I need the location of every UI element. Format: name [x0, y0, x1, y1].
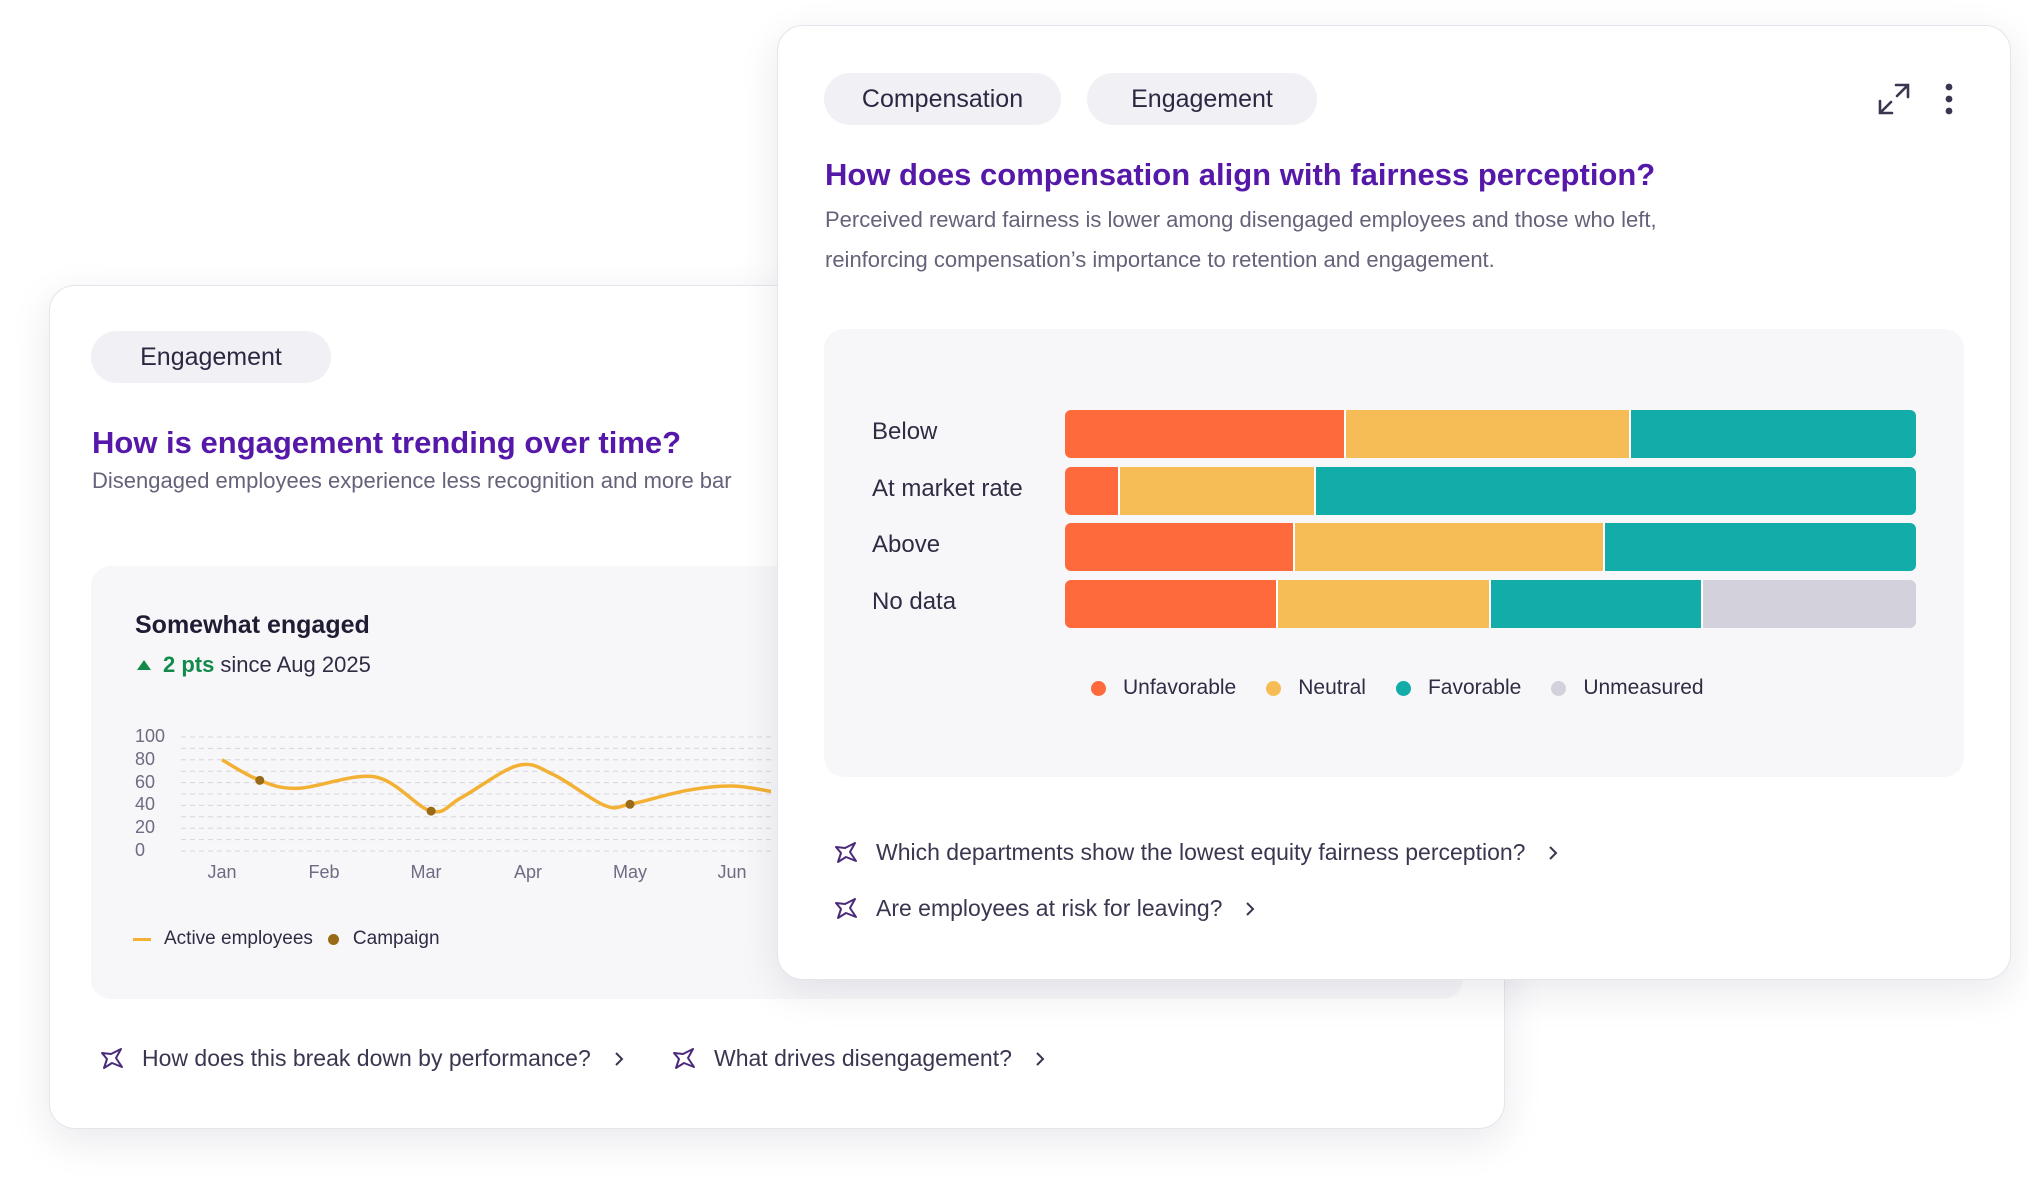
- y-tick-label: 100: [135, 726, 166, 746]
- stacked-bar-chart: [1065, 410, 1916, 630]
- x-tick-label: May: [612, 862, 647, 882]
- bar-segment-favorable[interactable]: [1605, 523, 1916, 571]
- sparkle-icon: [101, 1047, 123, 1069]
- sparkle-icon: [673, 1047, 695, 1069]
- bar-segment-neutral[interactable]: [1345, 410, 1631, 458]
- more-vertical-icon: [1945, 83, 1953, 115]
- x-tick-label: Jun: [717, 862, 747, 882]
- bar-row: [1065, 523, 1916, 571]
- legend-line-swatch: [133, 937, 151, 941]
- y-tick-label: 20: [135, 817, 156, 838]
- legend-swatch: [1091, 680, 1106, 696]
- trend-legend: Active employees Campaign: [133, 928, 440, 950]
- bar-segment-neutral[interactable]: [1294, 523, 1606, 571]
- chevron-right-icon: [615, 1051, 624, 1066]
- fairness-legend: Unfavorable Neutral Favorable Unmeasured: [1091, 676, 1734, 700]
- up-arrow-icon: [137, 660, 151, 670]
- card-subtitle-line-2: reinforcing compensation’s importance to…: [825, 247, 1495, 272]
- card-title: How is engagement trending over time?: [92, 425, 682, 460]
- legend-item-unmeasured: Unmeasured: [1551, 676, 1704, 700]
- suggestion-drivers-of-disengagement[interactable]: What drives disengagement?: [672, 1045, 1046, 1072]
- tag-label: Engagement: [140, 342, 282, 371]
- delta-suffix: since Aug 2025: [220, 652, 371, 677]
- legend-marker-label: Campaign: [352, 928, 440, 949]
- bar-segment-favorable[interactable]: [1630, 410, 1916, 458]
- legend-label: Unmeasured: [1583, 676, 1704, 699]
- compensation-fairness-card: Compensation Engagement How does compens…: [777, 25, 2011, 980]
- bar-segment-unfavorable[interactable]: [1065, 466, 1121, 515]
- bar-segment-unfavorable[interactable]: [1065, 523, 1295, 571]
- bar-category-label: No data: [872, 587, 957, 615]
- tag-compensation[interactable]: Compensation: [824, 73, 1061, 125]
- expand-button[interactable]: [1874, 79, 1914, 119]
- bar-category-label: Above: [872, 531, 941, 558]
- bar-category-label: At market rate: [872, 474, 1023, 502]
- y-tick-label: 80: [135, 748, 156, 769]
- campaign-marker: [426, 806, 436, 816]
- metric-title: Somewhat engaged: [135, 611, 370, 639]
- campaign-marker: [625, 799, 635, 809]
- suggestion-lowest-equity-departments[interactable]: Which departments show the lowest equity…: [834, 839, 1559, 866]
- legend-label: Neutral: [1298, 676, 1366, 699]
- bar-row: [1065, 410, 1916, 458]
- delta-value: 2 pts: [163, 652, 215, 677]
- suggestion-label: Which departments show the lowest equity…: [876, 839, 1526, 865]
- y-tick-label: 40: [135, 794, 156, 815]
- line-plot: [181, 736, 771, 852]
- fairness-chart-panel: Below At market rate Above No data Unfavora…: [824, 329, 1964, 777]
- legend-line-label: Active employees: [164, 928, 313, 949]
- tag-label: Compensation: [861, 84, 1024, 113]
- sparkle-icon: [835, 897, 857, 919]
- bar-segment-unfavorable[interactable]: [1065, 410, 1346, 458]
- suggestion-label: Are employees at risk for leaving?: [876, 895, 1223, 921]
- bar-segment-favorable[interactable]: [1316, 466, 1916, 515]
- y-tick-label: 60: [135, 771, 156, 792]
- bar-segment-unfavorable[interactable]: [1065, 579, 1278, 628]
- legend-marker-swatch: [327, 933, 339, 945]
- legend-swatch: [1551, 680, 1567, 696]
- series-line-active-employees: [221, 758, 771, 814]
- suggestion-label: What drives disengagement?: [714, 1045, 1012, 1071]
- x-tick-label: Apr: [513, 862, 542, 882]
- tag-label: Engagement: [1131, 84, 1273, 113]
- bar-segment-neutral[interactable]: [1120, 466, 1317, 515]
- tag-engagement[interactable]: Engagement: [1087, 73, 1317, 125]
- card-subtitle: Disengaged employees experience less rec…: [92, 468, 732, 493]
- legend-label: Unfavorable: [1123, 676, 1237, 699]
- suggestion-label: How does this break down by performance?: [142, 1045, 591, 1071]
- x-tick-label: Jan: [207, 862, 237, 882]
- legend-item-favorable: Favorable: [1395, 676, 1522, 700]
- line-chart: 100 80 60 40 20 0 Jan Feb Mar Apr May Jun: [91, 566, 771, 999]
- bar-segment-neutral[interactable]: [1277, 579, 1491, 628]
- bar-category-label: Below: [872, 418, 938, 445]
- bar-segment-favorable[interactable]: [1490, 579, 1704, 628]
- suggestion-employees-at-risk[interactable]: Are employees at risk for leaving?: [834, 895, 1256, 922]
- legend-item-unfavorable: Unfavorable: [1091, 676, 1236, 700]
- x-tick-label: Mar: [410, 862, 442, 882]
- x-tick-label: Feb: [308, 862, 340, 882]
- card-subtitle-line-1: Perceived reward fairness is lower among…: [825, 207, 1657, 232]
- chevron-right-icon: [1549, 845, 1558, 860]
- legend-swatch: [1395, 680, 1411, 696]
- more-options-button[interactable]: [1939, 79, 1959, 119]
- suggestion-breakdown-by-performance[interactable]: How does this break down by performance?: [100, 1045, 625, 1072]
- expand-icon: [1878, 83, 1910, 115]
- bar-row: [1065, 466, 1916, 515]
- card-title: How does compensation align with fairnes…: [825, 157, 1656, 192]
- chevron-right-icon: [1246, 901, 1255, 916]
- legend-item-neutral: Neutral: [1266, 676, 1366, 700]
- sparkle-icon: [835, 841, 857, 863]
- y-tick-label: 0: [135, 840, 146, 860]
- tag-engagement[interactable]: Engagement: [91, 331, 331, 383]
- metric-delta: 2 pts since Aug 2025: [137, 652, 371, 678]
- bar-row: [1065, 579, 1916, 628]
- campaign-marker: [255, 775, 265, 785]
- legend-label: Favorable: [1427, 676, 1522, 699]
- legend-swatch: [1266, 680, 1282, 696]
- bar-segment-unmeasured[interactable]: [1703, 579, 1916, 628]
- chevron-right-icon: [1036, 1051, 1045, 1066]
